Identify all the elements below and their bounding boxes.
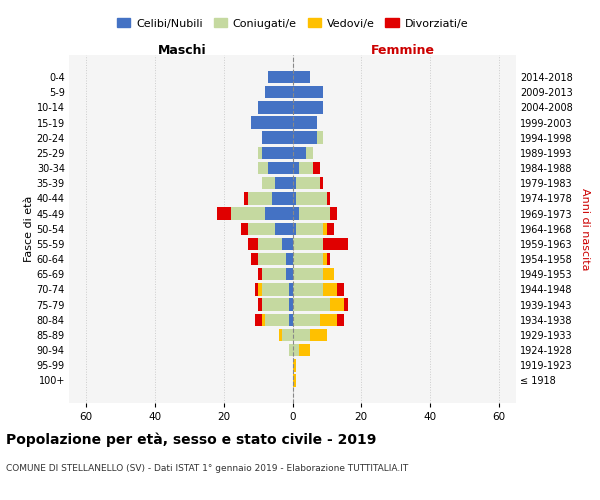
Legend: Celibi/Nubili, Coniugati/e, Vedovi/e, Divorziati/e: Celibi/Nubili, Coniugati/e, Vedovi/e, Di… — [113, 14, 472, 33]
Bar — [293, 101, 323, 114]
Bar — [337, 283, 344, 296]
Bar — [293, 71, 310, 83]
Y-axis label: Fasce di età: Fasce di età — [23, 196, 34, 262]
Bar — [268, 71, 293, 83]
Bar — [262, 268, 286, 280]
Bar — [251, 116, 293, 129]
Bar — [258, 162, 268, 174]
Bar — [310, 328, 327, 341]
Bar — [293, 86, 323, 99]
Bar — [293, 298, 331, 311]
Bar — [286, 268, 293, 280]
Bar — [337, 314, 344, 326]
Bar — [327, 253, 331, 266]
Bar — [244, 192, 248, 204]
Bar — [320, 177, 323, 190]
Bar — [262, 298, 289, 311]
Bar — [327, 192, 331, 204]
Bar — [293, 283, 323, 296]
Text: Maschi: Maschi — [158, 44, 207, 58]
Bar — [258, 238, 282, 250]
Bar — [258, 283, 262, 296]
Bar — [230, 208, 265, 220]
Bar — [331, 208, 337, 220]
Bar — [241, 222, 248, 235]
Bar — [344, 298, 347, 311]
Bar — [258, 146, 262, 159]
Bar — [265, 208, 293, 220]
Bar — [262, 314, 265, 326]
Bar — [296, 222, 323, 235]
Bar — [327, 222, 334, 235]
Bar — [258, 298, 262, 311]
Bar — [258, 253, 286, 266]
Bar — [282, 328, 293, 341]
Bar — [323, 283, 337, 296]
Text: COMUNE DI STELLANELLO (SV) - Dati ISTAT 1° gennaio 2019 - Elaborazione TUTTITALI: COMUNE DI STELLANELLO (SV) - Dati ISTAT … — [6, 464, 408, 473]
Bar — [293, 132, 317, 144]
Bar — [254, 283, 258, 296]
Bar — [275, 177, 293, 190]
Bar — [265, 314, 289, 326]
Bar — [293, 162, 299, 174]
Y-axis label: Anni di nascita: Anni di nascita — [580, 188, 590, 270]
Bar — [282, 238, 293, 250]
Bar — [293, 344, 299, 356]
Bar — [248, 222, 275, 235]
Bar — [317, 132, 323, 144]
Bar — [286, 253, 293, 266]
Bar — [323, 238, 347, 250]
Bar — [262, 132, 293, 144]
Bar — [296, 192, 327, 204]
Bar — [306, 146, 313, 159]
Bar — [289, 298, 293, 311]
Bar — [331, 298, 344, 311]
Bar — [299, 208, 331, 220]
Bar — [254, 314, 262, 326]
Bar — [320, 314, 337, 326]
Bar — [262, 177, 275, 190]
Bar — [289, 314, 293, 326]
Bar — [258, 101, 293, 114]
Bar — [272, 192, 293, 204]
Bar — [293, 222, 296, 235]
Bar — [296, 177, 320, 190]
Bar — [293, 314, 320, 326]
Bar — [323, 222, 327, 235]
Bar — [248, 192, 272, 204]
Bar — [262, 283, 289, 296]
Bar — [293, 116, 317, 129]
Bar — [299, 344, 310, 356]
Bar — [265, 86, 293, 99]
Bar — [293, 208, 299, 220]
Bar — [293, 177, 296, 190]
Bar — [262, 146, 293, 159]
Bar — [268, 162, 293, 174]
Bar — [323, 253, 327, 266]
Bar — [293, 374, 296, 386]
Bar — [293, 238, 323, 250]
Bar — [251, 253, 258, 266]
Bar — [275, 222, 293, 235]
Bar — [293, 268, 323, 280]
Text: Femmine: Femmine — [371, 44, 434, 58]
Bar — [293, 253, 323, 266]
Bar — [293, 192, 296, 204]
Bar — [289, 283, 293, 296]
Text: Popolazione per età, sesso e stato civile - 2019: Popolazione per età, sesso e stato civil… — [6, 432, 376, 447]
Bar — [279, 328, 282, 341]
Bar — [289, 344, 293, 356]
Bar — [293, 359, 296, 372]
Bar — [293, 146, 306, 159]
Bar — [313, 162, 320, 174]
Bar — [248, 238, 258, 250]
Bar — [299, 162, 313, 174]
Bar — [293, 328, 310, 341]
Bar — [217, 208, 230, 220]
Bar — [323, 268, 334, 280]
Bar — [258, 268, 262, 280]
